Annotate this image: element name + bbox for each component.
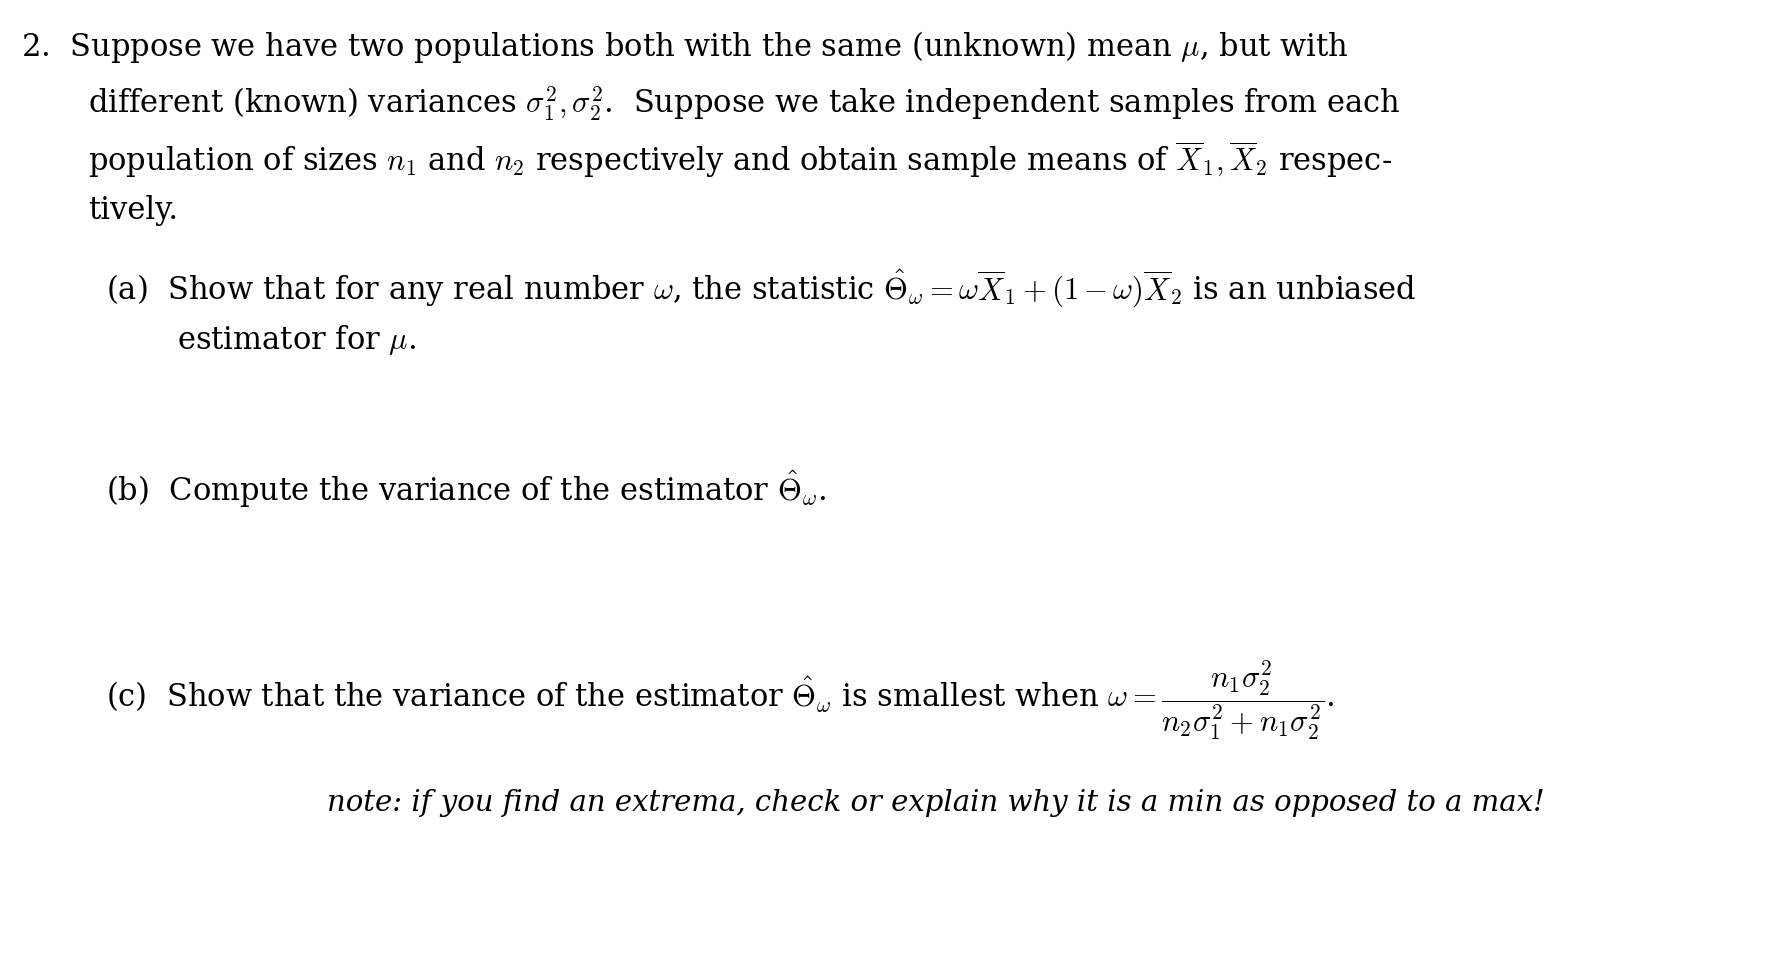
Text: (c)  Show that the variance of the estimator $\hat{\Theta}_\omega$ is smallest w: (c) Show that the variance of the estima… [106, 660, 1334, 742]
Text: estimator for $\mu$.: estimator for $\mu$. [177, 323, 415, 358]
Text: 2.  Suppose we have two populations both with the same (unknown) mean $\mu$, but: 2. Suppose we have two populations both … [21, 29, 1348, 65]
Text: (b)  Compute the variance of the estimator $\hat{\Theta}_\omega$.: (b) Compute the variance of the estimato… [106, 468, 827, 511]
Text: (a)  Show that for any real number $\omega$, the statistic $\hat{\Theta}_\omega : (a) Show that for any real number $\omeg… [106, 268, 1417, 310]
Text: tively.: tively. [88, 195, 178, 226]
Text: note: if you find an extrema, check or explain why it is a min as opposed to a m: note: if you find an extrema, check or e… [327, 789, 1544, 816]
Text: different (known) variances $\sigma_1^2, \sigma_2^2$.  Suppose we take independe: different (known) variances $\sigma_1^2,… [88, 84, 1401, 123]
Text: population of sizes $n_1$ and $n_2$ respectively and obtain sample means of $\ov: population of sizes $n_1$ and $n_2$ resp… [88, 140, 1392, 180]
